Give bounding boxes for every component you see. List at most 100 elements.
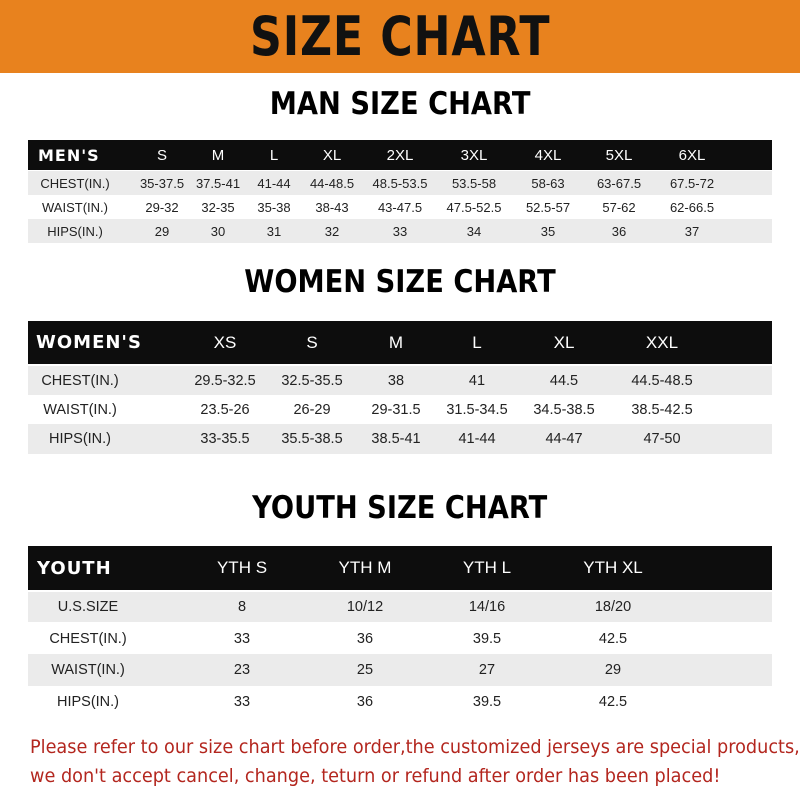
size-value: 29-31.5 — [371, 401, 421, 418]
size-value: 36 — [356, 694, 374, 710]
notice-line-1: Please refer to our size chart before or… — [30, 736, 800, 758]
size-value: 10/12 — [346, 599, 384, 615]
size-value: 29 — [604, 662, 622, 678]
size-value: 33-35.5 — [200, 431, 250, 447]
size-value: 57-62 — [602, 199, 636, 215]
size-value: 33 — [233, 694, 251, 710]
size-value: 31 — [266, 223, 282, 239]
size-header: L — [269, 146, 279, 164]
size-value: 29.5-32.5 — [194, 372, 256, 389]
size-value: 34 — [466, 223, 482, 239]
size-value: 36 — [356, 630, 374, 647]
size-value: 36 — [611, 223, 627, 239]
size-value: 63-67.5 — [596, 175, 642, 191]
size-header: S — [306, 332, 318, 352]
measurement-label: WAIST(IN.) — [42, 199, 108, 215]
size-value: 44-47 — [545, 431, 583, 447]
size-value: 32 — [324, 223, 340, 239]
size-value: 42.5 — [598, 694, 628, 710]
notice-line-2: we don't accept cancel, change, teturn o… — [30, 765, 721, 787]
size-value: 35.5-38.5 — [281, 431, 343, 447]
measurement-label: CHEST(IN.) — [49, 630, 127, 647]
size-value: 38-43 — [315, 199, 349, 215]
table-label: MEN'S — [38, 145, 100, 165]
table-label: WOMEN'S — [36, 332, 142, 353]
size-header: S — [156, 146, 168, 164]
men-title: MAN SIZE CHART — [269, 86, 531, 122]
size-value: 44.5-48.5 — [631, 372, 693, 389]
youth-table-row: U.S.SIZE 8 10/12 14/16 18/20 — [28, 592, 772, 622]
youth-table-row: WAIST(IN.) 23 25 27 29 — [28, 654, 772, 686]
youth-table-row: CHEST(IN.) 33 36 39.5 42.5 — [28, 623, 772, 654]
women-title: WOMEN SIZE CHART — [244, 264, 556, 300]
size-header: YTH XL — [583, 558, 643, 577]
size-header: XL — [322, 146, 342, 164]
youth-table-row: HIPS(IN.) 33 36 39.5 42.5 — [28, 687, 772, 717]
size-value: 47.5-52.5 — [446, 199, 502, 215]
women-table-row: HIPS(IN.) 33-35.5 35.5-38.5 38.5-41 41-44 44-… — [28, 424, 772, 454]
measurement-label: HIPS(IN.) — [48, 431, 112, 447]
size-value: 32-35 — [201, 199, 235, 215]
size-header: 4XL — [534, 146, 562, 164]
size-value: 26-29 — [293, 401, 331, 418]
size-value: 42.5 — [598, 630, 628, 647]
size-value: 18/20 — [594, 599, 632, 615]
size-value: 29-32 — [145, 199, 179, 215]
size-value: 23 — [233, 662, 251, 678]
measurement-label: WAIST(IN.) — [51, 662, 125, 678]
order-notice: Please refer to our size chart before or… — [30, 733, 800, 791]
size-header: XXL — [645, 332, 679, 352]
size-value: 62-66.5 — [669, 199, 715, 215]
size-value: 23.5-26 — [200, 401, 250, 418]
size-header: M — [211, 146, 225, 164]
size-value: 30 — [210, 223, 226, 239]
youth-title: YOUTH SIZE CHART — [252, 490, 548, 526]
measurement-label: U.S.SIZE — [57, 599, 119, 615]
measurement-label: CHEST(IN.) — [40, 175, 110, 191]
size-value: 25 — [356, 662, 374, 678]
men-header-row: MEN'S S M L XL 2XL 3XL 4XL 5XL 6XL — [28, 140, 772, 170]
size-value: 33 — [233, 630, 251, 647]
size-value: 41-44 — [458, 431, 496, 447]
size-value: 37.5-41 — [195, 175, 241, 191]
size-value: 31.5-34.5 — [446, 401, 508, 418]
size-value: 38.5-42.5 — [631, 401, 693, 418]
size-value: 43-47.5 — [377, 199, 423, 215]
size-header: YTH S — [216, 558, 268, 577]
size-value: 39.5 — [472, 630, 502, 647]
size-value: 41-44 — [257, 175, 291, 191]
youth-header-row: YOUTH YTH S YTH M YTH L YTH XL — [28, 546, 772, 590]
size-header: YTH L — [462, 558, 512, 577]
size-value: 44.5 — [549, 372, 579, 389]
women-table-row: CHEST(IN.) 29.5-32.5 32.5-35.5 38 41 44.5 44.5… — [28, 366, 772, 395]
banner-title: SIZE CHART — [249, 5, 551, 68]
size-chart-banner: SIZE CHART — [0, 0, 800, 73]
size-value: 32.5-35.5 — [281, 372, 343, 389]
size-value: 27 — [478, 662, 496, 678]
size-value: 37 — [684, 223, 700, 239]
size-value: 33 — [392, 223, 408, 239]
size-header: 5XL — [605, 146, 633, 164]
size-header: 3XL — [460, 146, 488, 164]
size-value: 41 — [468, 372, 486, 389]
size-value: 38.5-41 — [371, 431, 421, 447]
size-value: 35 — [540, 223, 556, 239]
size-value: 29 — [154, 223, 170, 239]
size-header: 6XL — [678, 146, 706, 164]
size-value: 58-63 — [531, 175, 565, 191]
table-label: YOUTH — [37, 557, 112, 579]
size-value: 14/16 — [468, 599, 506, 615]
size-value: 44-48.5 — [309, 175, 355, 191]
size-value: 53.5-58 — [451, 175, 497, 191]
size-value: 47-50 — [643, 431, 681, 447]
women-header-row: WOMEN'S XS S M L XL XXL — [28, 321, 772, 364]
women-table-row: WAIST(IN.) 23.5-26 26-29 29-31.5 31.5-34.5 34… — [28, 395, 772, 424]
size-header: XS — [213, 332, 237, 352]
size-value: 35-37.5 — [139, 175, 185, 191]
size-value: 67.5-72 — [669, 175, 715, 191]
measurement-label: HIPS(IN.) — [47, 223, 103, 239]
size-value: 34.5-38.5 — [533, 401, 595, 418]
size-value: 38 — [387, 372, 405, 389]
men-table-row: CHEST(IN.) 35-37.5 37.5-41 41-44 44-48.5 48.5… — [28, 171, 772, 195]
size-value: 35-38 — [257, 199, 291, 215]
